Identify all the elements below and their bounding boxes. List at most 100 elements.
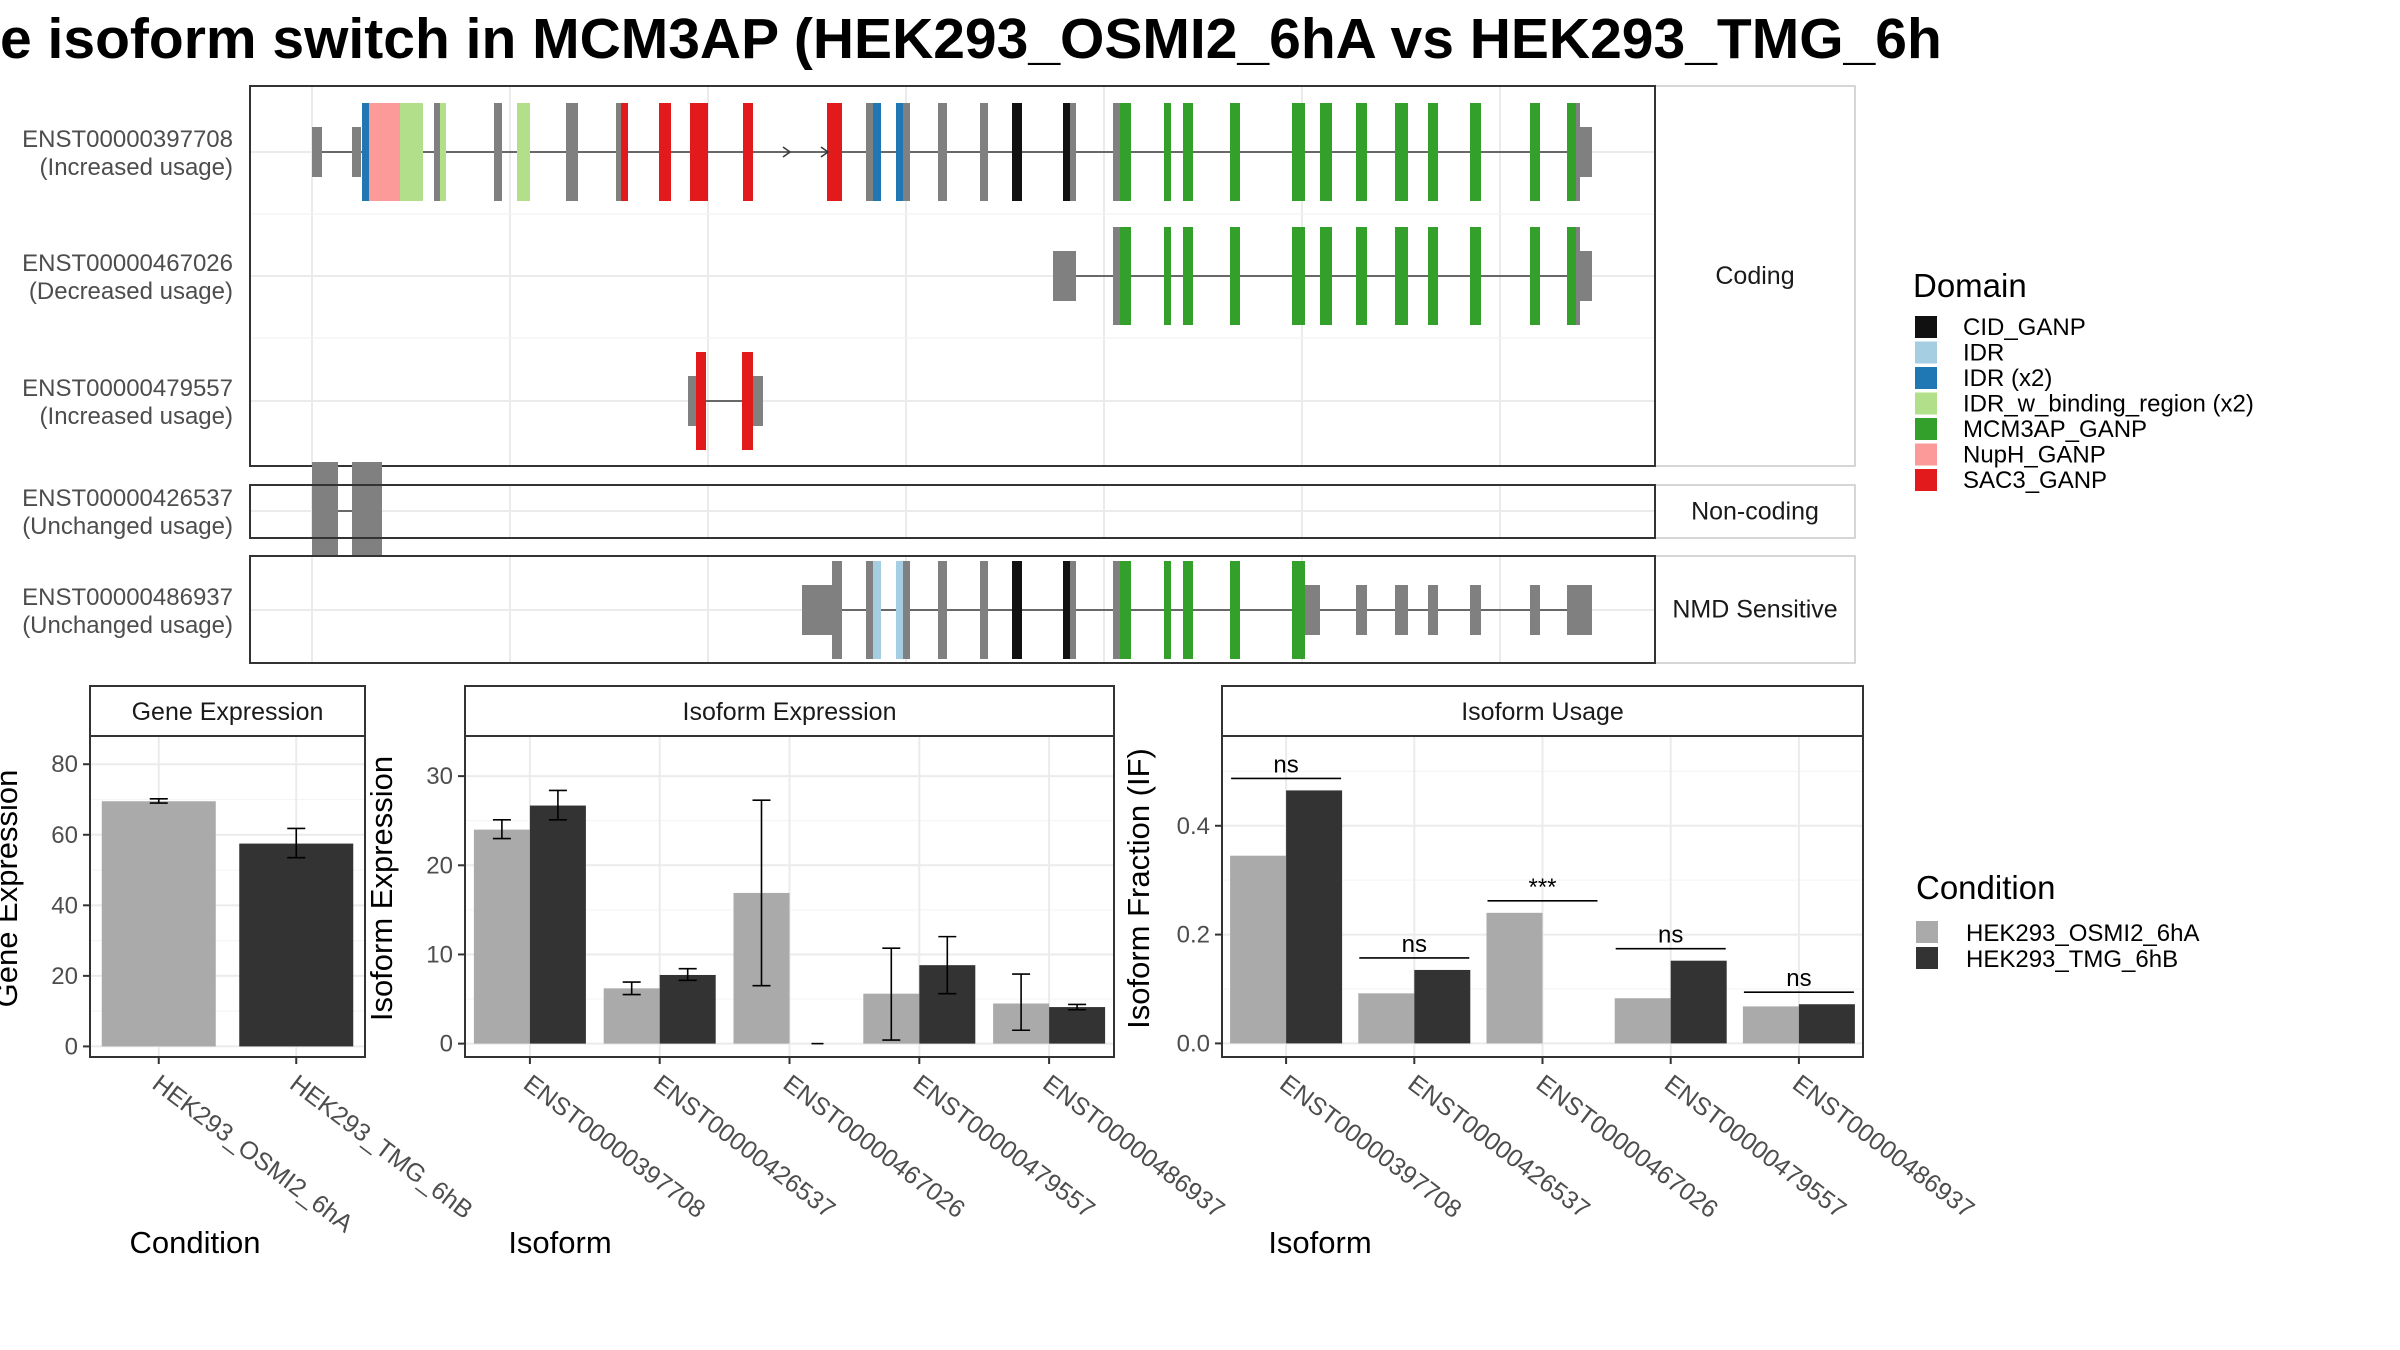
domain-box — [1567, 103, 1576, 201]
significance-label: ns — [1786, 965, 1811, 992]
structure-panel-border — [249, 85, 1656, 467]
exon-box — [753, 376, 763, 426]
domain-box — [743, 103, 753, 201]
domain-box — [440, 103, 446, 201]
y-tick-label: 0.0 — [1177, 1030, 1210, 1057]
exon-box — [566, 103, 578, 201]
x-axis-title: Isoform — [1268, 1225, 1371, 1260]
condition-legend-label: HEK293_TMG_6hB — [1966, 946, 2178, 973]
facet-label-nmd-sensitive: NMD Sensitive — [1672, 596, 1837, 624]
y-tick-label: 60 — [51, 822, 78, 849]
domain-legend-label: SAC3_GANP — [1963, 467, 2107, 494]
domain-box — [1395, 103, 1408, 201]
domain-box — [742, 352, 753, 450]
domain-box — [1395, 227, 1408, 325]
exon-box — [1395, 585, 1408, 635]
transcript-id-label: ENST00000426537 — [22, 485, 233, 512]
domain-box — [896, 103, 903, 201]
domain-legend-swatch — [1915, 469, 1937, 491]
y-tick-label: 0 — [65, 1033, 78, 1060]
domain-box — [1012, 561, 1022, 659]
exon-box — [1113, 103, 1120, 201]
domain-box — [1164, 103, 1171, 201]
bar — [1614, 998, 1671, 1044]
exon-box — [1576, 103, 1580, 201]
bar — [1286, 790, 1343, 1044]
exon-box — [1580, 251, 1592, 301]
significance-label: ns — [1658, 922, 1683, 949]
domain-box — [1320, 103, 1332, 201]
bar — [1230, 855, 1287, 1044]
exon-box — [352, 127, 361, 177]
exon-box — [1305, 585, 1320, 635]
chart-strip-0 — [89, 685, 366, 737]
significance-label: *** — [1528, 874, 1556, 901]
domain-box — [1567, 227, 1576, 325]
domain-box — [896, 561, 903, 659]
exon-box — [312, 127, 322, 177]
domain-box — [383, 103, 400, 201]
y-tick-label: 0.4 — [1177, 813, 1210, 840]
domain-box — [1470, 103, 1481, 201]
chart-strip-2 — [1221, 685, 1864, 737]
exon-box — [1113, 561, 1120, 659]
exon-box — [802, 585, 832, 635]
bar — [1049, 1007, 1106, 1044]
domain-box — [1470, 227, 1481, 325]
domain-box — [1356, 227, 1367, 325]
domain-box — [1183, 561, 1193, 659]
exon-box — [903, 103, 910, 201]
domain-box — [827, 103, 842, 201]
exon-box — [1053, 251, 1076, 301]
exon-box — [1356, 585, 1367, 635]
exon-box — [352, 462, 382, 560]
domain-legend-label: NupH_GANP — [1963, 442, 2106, 469]
exon-box — [1113, 227, 1120, 325]
domain-legend-swatch — [1915, 367, 1937, 389]
condition-legend-title: Condition — [1916, 869, 2055, 906]
domain-legend-swatch — [1915, 392, 1937, 415]
y-axis-title: Gene Expression — [0, 770, 24, 1008]
domain-box — [362, 103, 369, 201]
x-axis-title: Condition — [130, 1225, 261, 1260]
domain-box — [696, 352, 706, 450]
domain-box — [873, 561, 881, 659]
domain-box — [621, 103, 628, 201]
domain-box — [659, 103, 671, 201]
exon-box — [938, 103, 947, 201]
transcript-id-label: ENST00000479557 — [22, 375, 233, 402]
facet-label-non-coding: Non-coding — [1691, 498, 1819, 526]
facet-strip-0 — [1654, 85, 1856, 467]
y-tick-label: 20 — [426, 852, 453, 879]
domain-legend-label: MCM3AP_GANP — [1963, 416, 2147, 443]
chart-title-2: Isoform Usage — [1461, 698, 1624, 726]
domain-legend-title: Domain — [1913, 267, 2027, 304]
exon-box — [1070, 103, 1076, 201]
y-tick-label: 80 — [51, 751, 78, 778]
chart-title-1: Isoform Expression — [683, 698, 897, 726]
y-tick-label: 30 — [426, 763, 453, 790]
domain-box — [1356, 103, 1367, 201]
domain-box — [1428, 103, 1438, 201]
bar — [1742, 1006, 1799, 1044]
domain-box — [1183, 227, 1193, 325]
condition-legend-label: HEK293_OSMI2_6hA — [1966, 920, 2199, 947]
domain-legend-label: CID_GANP — [1963, 314, 2086, 341]
exon-box — [688, 376, 696, 426]
domain-legend-label: IDR_w_binding_region (x2) — [1963, 391, 2254, 418]
domain-box — [1292, 227, 1305, 325]
y-axis-title: Isoform Fraction (IF) — [1121, 748, 1156, 1029]
exon-box — [866, 103, 873, 201]
domain-box — [517, 103, 530, 201]
exon-box — [1428, 585, 1438, 635]
exon-box — [903, 561, 910, 659]
domain-box — [1530, 103, 1540, 201]
y-tick-label: 20 — [51, 963, 78, 990]
exon-box — [1470, 585, 1481, 635]
domain-box — [1120, 561, 1131, 659]
exon-box — [1576, 227, 1580, 325]
domain-legend-swatch — [1915, 418, 1937, 440]
exon-box — [1530, 585, 1540, 635]
transcript-usage-label: (Unchanged usage) — [22, 612, 233, 639]
